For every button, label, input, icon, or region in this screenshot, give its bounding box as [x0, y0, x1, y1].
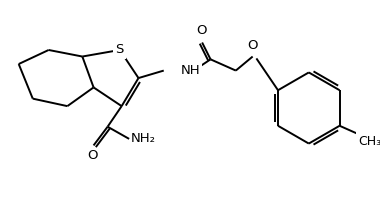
Text: CH₃: CH₃ [358, 135, 380, 148]
Text: NH: NH [180, 64, 200, 77]
Text: NH₂: NH₂ [131, 132, 156, 145]
Text: O: O [196, 24, 206, 37]
Text: O: O [247, 39, 258, 52]
Text: S: S [116, 43, 124, 56]
Text: O: O [87, 149, 98, 162]
